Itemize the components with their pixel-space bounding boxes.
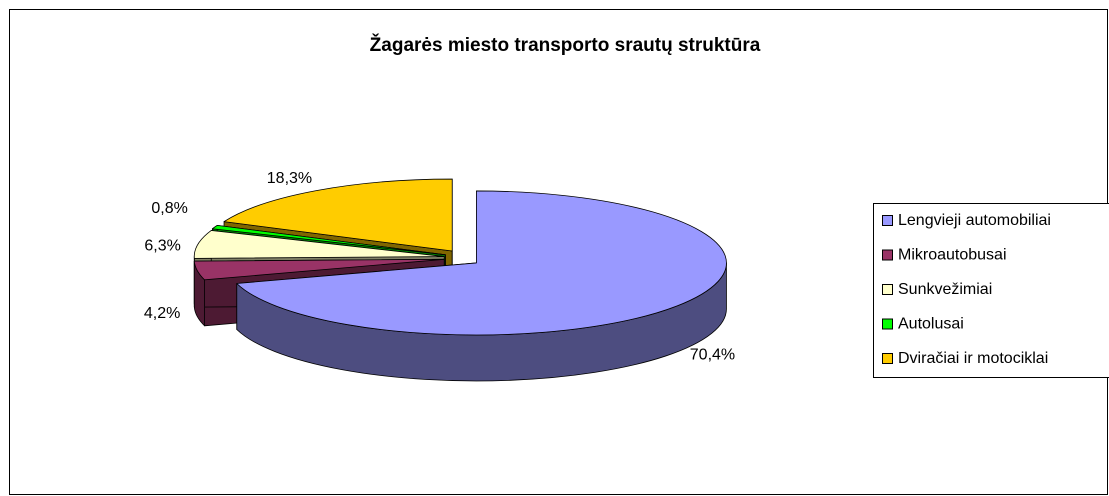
slice — [223, 178, 453, 252]
legend-label: Dviračiai ir motociklai — [898, 350, 1048, 367]
slice — [236, 190, 727, 336]
data-label: 70,4% — [690, 346, 735, 363]
legend-swatch — [882, 284, 893, 295]
legend-swatch — [882, 215, 893, 226]
legend-swatch — [882, 249, 893, 261]
slice — [193, 258, 445, 281]
chart-title: Žagarės miesto transporto srautų struktū… — [370, 34, 761, 56]
data-label: 6,3% — [144, 238, 180, 255]
legend-swatch — [882, 353, 893, 364]
legend-label: Mikroautobusai — [898, 247, 1007, 264]
slice — [211, 224, 446, 256]
data-label: 18,3% — [267, 170, 312, 187]
legend-label: Lengvieji automobiliai — [898, 212, 1051, 229]
legend-swatch — [882, 318, 893, 330]
legend-label: Autolusai — [898, 316, 964, 333]
data-label: 0,8% — [151, 200, 187, 217]
slice — [193, 230, 445, 259]
legend-box — [873, 203, 1109, 378]
legend-label: Sunkvežimiai — [898, 281, 992, 298]
data-label: 4,2% — [144, 305, 180, 322]
